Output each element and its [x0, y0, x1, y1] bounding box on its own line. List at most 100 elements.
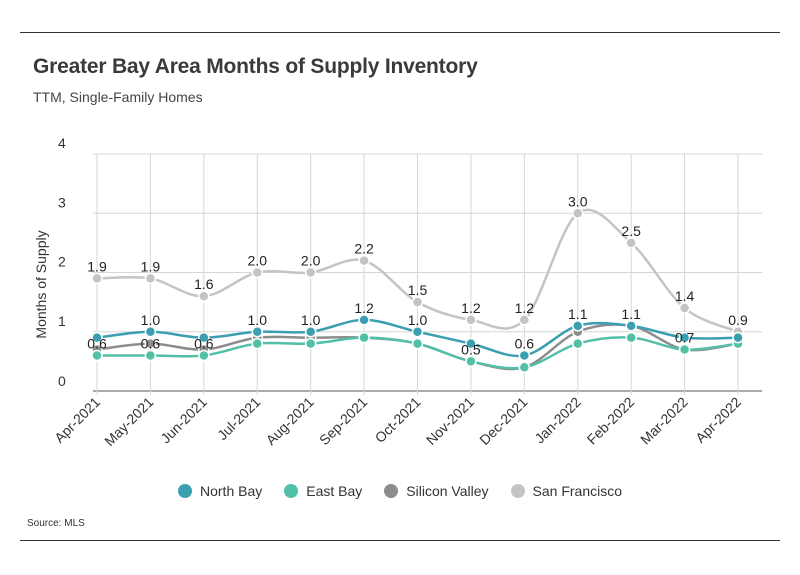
north-bay-data-label: 1.1	[621, 306, 641, 322]
east-bay-data-point	[358, 331, 370, 344]
chart-subtitle: TTM, Single-Family Homes	[33, 89, 203, 105]
x-tick-label: Mar-2022	[637, 394, 691, 448]
y-tick-label: 4	[58, 135, 66, 151]
north-bay-data-point	[411, 326, 424, 338]
x-tick-label: Apr-2022	[692, 394, 744, 446]
legend-label: East Bay	[306, 483, 363, 499]
chart-legend: North Bay East Bay Silicon Valley San Franc…	[0, 483, 800, 499]
bottom-rule	[20, 540, 780, 541]
legend-item-silicon-valley: Silicon Valley	[384, 483, 489, 499]
east-bay-data-point	[91, 349, 103, 362]
north-bay-data-point	[144, 326, 157, 338]
east-bay-data-point	[411, 337, 424, 350]
legend-swatch	[284, 484, 299, 498]
north-bay-data-label: 1.0	[408, 312, 428, 328]
north-bay-data-point	[198, 331, 210, 344]
x-tick-label: Oct-2021	[372, 394, 424, 446]
san-francisco-data-point	[198, 290, 210, 302]
north-bay-data-point	[518, 349, 531, 362]
source-note: Source: MLS	[27, 518, 85, 529]
san-francisco-data-point	[465, 314, 477, 326]
east-bay-data-point	[625, 331, 637, 344]
east-bay-data-point	[518, 361, 531, 374]
east-bay-data-point	[465, 355, 477, 368]
east-bay-data-point	[304, 337, 317, 350]
legend-label: San Francisco	[532, 483, 622, 499]
north-bay-data-point	[358, 314, 370, 326]
east-bay-data-point	[251, 337, 263, 350]
chart-title: Greater Bay Area Months of Supply Invent…	[33, 55, 478, 78]
y-tick-label: 2	[58, 254, 66, 270]
east-bay-data-point	[144, 349, 157, 362]
san-francisco-data-point	[251, 266, 263, 279]
legend-label: Silicon Valley	[406, 483, 489, 499]
san-francisco-data-point	[678, 302, 691, 314]
north-bay-data-label: 1.0	[301, 312, 321, 328]
north-bay-data-point	[625, 320, 637, 332]
y-tick-label: 1	[58, 313, 66, 329]
san-francisco-data-point	[411, 296, 424, 308]
san-francisco-data-label: 1.2	[461, 300, 481, 316]
north-bay-data-label: 1.1	[568, 306, 588, 322]
san-francisco-data-label: 2.0	[248, 253, 268, 269]
x-tick-label: Apr-2021	[51, 394, 103, 446]
san-francisco-data-point	[625, 237, 637, 249]
north-bay-data-label: 1.2	[354, 300, 374, 316]
x-tick-label: Jan-2022	[531, 394, 584, 447]
top-rule	[20, 32, 780, 33]
east-bay-data-label: 0.5	[461, 341, 481, 357]
san-francisco-data-point	[144, 272, 157, 285]
x-tick-label: Feb-2022	[584, 394, 638, 448]
north-bay-data-label: 1.0	[141, 312, 161, 328]
san-francisco-data-label: 1.2	[515, 300, 535, 316]
north-bay-data-label: 0.6	[515, 335, 535, 351]
san-francisco-data-point	[91, 272, 103, 285]
east-bay-data-label: 0.7	[675, 330, 695, 346]
east-bay-data-point	[678, 343, 691, 356]
north-bay-data-label: 1.0	[248, 312, 268, 328]
east-bay-data-label: 0.6	[87, 335, 107, 351]
san-francisco-data-label: 1.4	[675, 288, 695, 304]
legend-item-san-francisco: San Francisco	[510, 483, 622, 499]
north-bay-data-point	[678, 331, 691, 344]
legend-swatch	[384, 484, 399, 498]
x-tick-label: Sep-2021	[316, 394, 370, 448]
north-bay-data-point	[732, 331, 744, 344]
san-francisco-data-label: 2.5	[621, 223, 641, 239]
north-bay-data-point	[572, 320, 584, 332]
x-tick-label: Aug-2021	[263, 394, 317, 448]
san-francisco-data-label: 1.9	[141, 258, 161, 274]
legend-item-east-bay: East Bay	[284, 483, 362, 499]
x-tick-label: May-2021	[101, 394, 156, 449]
north-bay-data-point	[91, 331, 103, 344]
east-bay-data-label: 0.6	[141, 335, 161, 351]
x-tick-label: Nov-2021	[423, 394, 477, 448]
y-axis-label: Months of Supply	[33, 230, 49, 338]
legend-label: North Bay	[200, 483, 263, 499]
san-francisco-data-label: 2.0	[301, 253, 321, 269]
x-tick-label: Jul-2021	[214, 394, 263, 443]
san-francisco-data-label: 0.9	[728, 312, 748, 328]
legend-swatch	[178, 484, 192, 498]
north-bay-data-point	[465, 337, 477, 350]
san-francisco-data-point	[518, 314, 531, 326]
east-bay-data-point	[198, 349, 210, 362]
san-francisco-data-label: 1.5	[408, 282, 428, 298]
san-francisco-data-label: 2.2	[354, 241, 374, 257]
legend-swatch	[510, 484, 525, 498]
north-bay-data-point	[304, 326, 317, 338]
x-tick-label: Jun-2021	[157, 394, 210, 447]
san-francisco-data-label: 1.9	[87, 258, 107, 274]
san-francisco-data-point	[304, 266, 317, 279]
san-francisco-data-point	[572, 207, 584, 219]
legend-item-north-bay: North Bay	[178, 483, 262, 499]
silicon-valley-data-point	[144, 337, 157, 350]
san-francisco-data-label: 3.0	[568, 193, 588, 209]
y-tick-label: 0	[58, 373, 66, 389]
san-francisco-data-point	[358, 254, 370, 267]
y-tick-label: 3	[58, 194, 66, 210]
x-tick-label: Dec-2021	[476, 394, 530, 448]
north-bay-data-point	[251, 326, 263, 338]
san-francisco-data-label: 1.6	[194, 276, 214, 292]
